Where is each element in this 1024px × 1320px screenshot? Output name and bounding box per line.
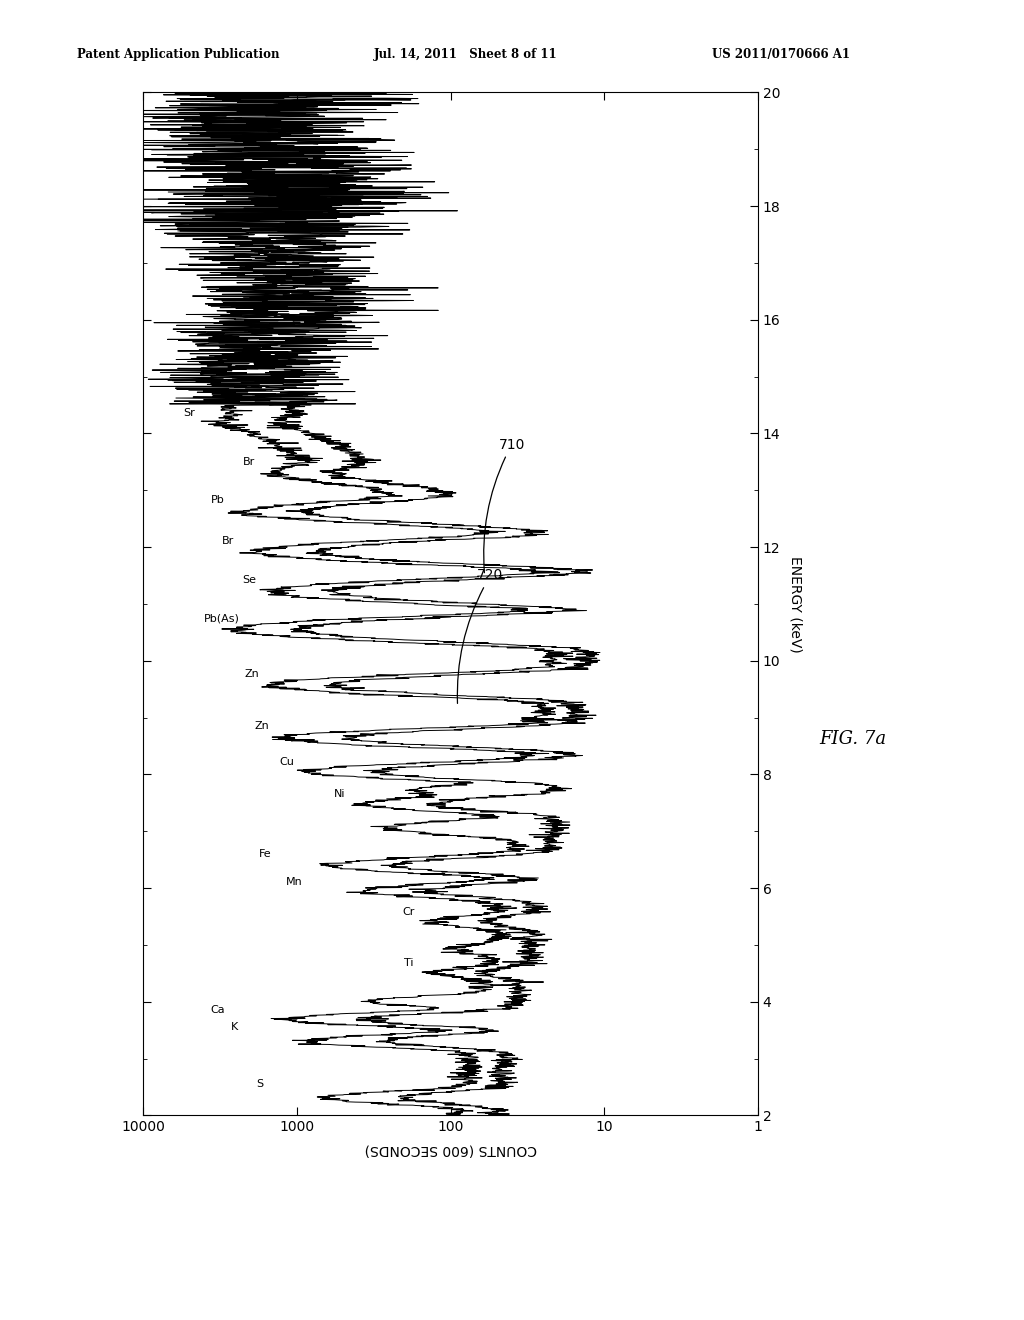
Text: Ni: Ni (334, 789, 346, 800)
Text: Sr: Sr (183, 408, 196, 418)
Text: Pb(As): Pb(As) (205, 612, 241, 623)
Text: Fe: Fe (259, 849, 271, 859)
Text: Cr: Cr (402, 907, 415, 917)
Text: 720: 720 (458, 569, 504, 704)
Text: Ca: Ca (210, 1006, 224, 1015)
Text: 710: 710 (483, 438, 525, 573)
Text: Patent Application Publication: Patent Application Publication (77, 48, 280, 61)
Text: Jul. 14, 2011   Sheet 8 of 11: Jul. 14, 2011 Sheet 8 of 11 (374, 48, 557, 61)
Text: Zn: Zn (244, 669, 259, 678)
Y-axis label: ENERGY (keV): ENERGY (keV) (788, 556, 803, 652)
Text: Mn: Mn (286, 878, 302, 887)
Text: FIG. 7a: FIG. 7a (819, 730, 887, 748)
Text: US 2011/0170666 A1: US 2011/0170666 A1 (712, 48, 850, 61)
Text: K: K (231, 1022, 239, 1032)
Text: Zn: Zn (255, 721, 269, 731)
Text: Br: Br (243, 457, 255, 467)
Text: Cu: Cu (280, 756, 295, 767)
Text: S: S (256, 1080, 263, 1089)
Text: Se: Se (243, 576, 256, 585)
Text: Br: Br (222, 536, 234, 546)
Text: Pb: Pb (211, 495, 224, 506)
Text: Ti: Ti (404, 958, 414, 968)
X-axis label: COUNTS (600 SECONDS): COUNTS (600 SECONDS) (365, 1143, 537, 1156)
